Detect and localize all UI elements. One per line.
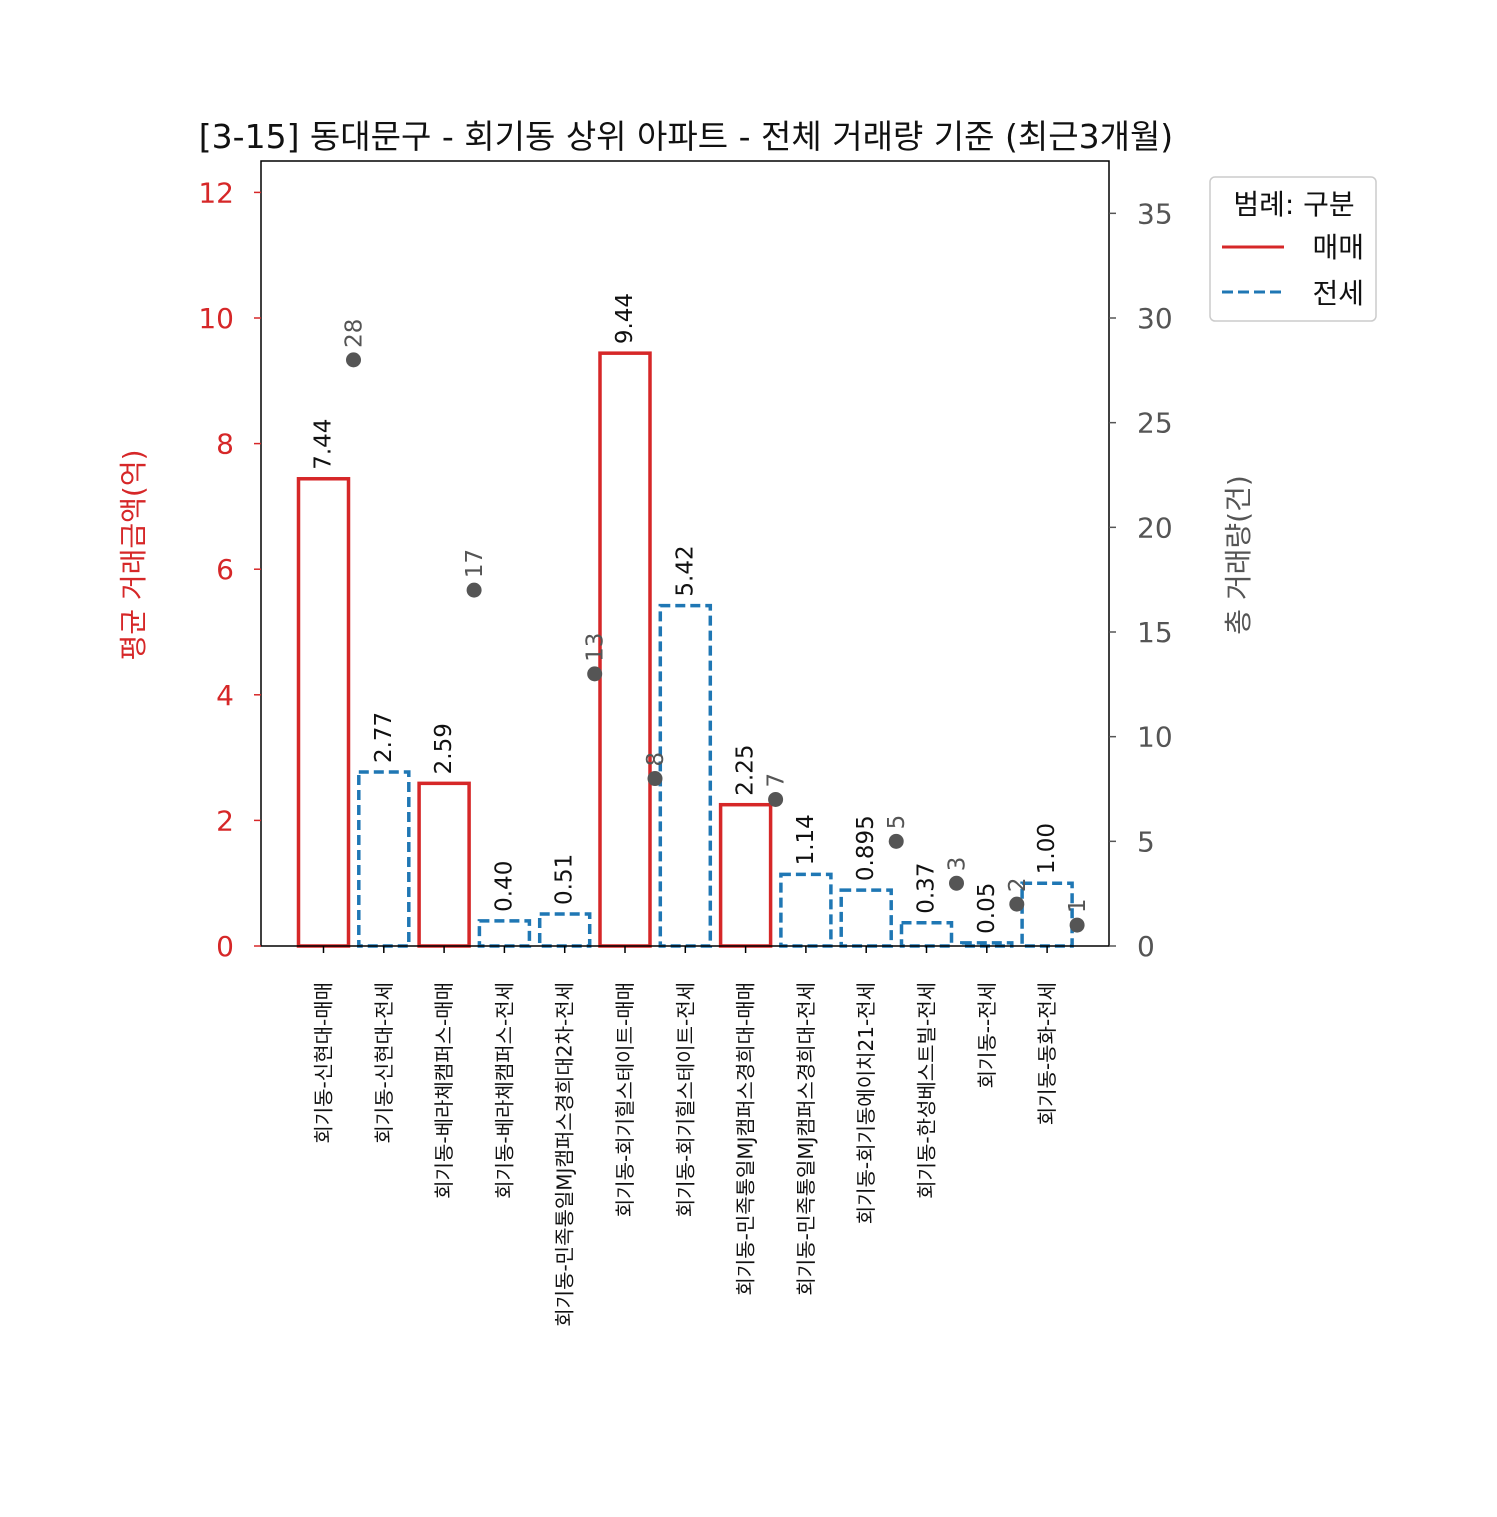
y2-axis-label: 총 거래량(건) (1222, 475, 1255, 635)
bar-value-label: 1.00 (1034, 823, 1060, 874)
bar (296, 477, 351, 948)
bar (779, 872, 833, 948)
y2-tick-label: 35 (1137, 197, 1173, 230)
y2-tick-label: 5 (1137, 825, 1155, 858)
bar-value-label: 0.51 (552, 854, 578, 905)
y2-tick-label: 0 (1137, 930, 1155, 963)
count-point (949, 875, 964, 891)
count-value-label: 3 (945, 857, 971, 872)
x-tick-label: 회기동-한성베스트빌-전세 (915, 982, 939, 1199)
bar-value-label: 0.895 (853, 815, 879, 881)
x-tick-label: 회기동-동화-전세 (1035, 982, 1059, 1125)
bar-value-label: 0.37 (914, 863, 940, 914)
count-value-label: 5 (884, 815, 910, 830)
y-tick-label: 0 (216, 930, 234, 963)
x-tick-label: 회기동-신현대-전세 (372, 982, 396, 1144)
count-value-label: 7 (764, 773, 790, 788)
bar-value-label: 5.42 (672, 545, 698, 596)
count-point (1009, 896, 1025, 912)
count-point (346, 352, 361, 368)
bar (839, 888, 893, 948)
y-tick-label: 2 (216, 804, 234, 837)
y2-tick-label: 20 (1137, 511, 1173, 544)
y2-tick-label: 25 (1137, 407, 1173, 440)
count-point (888, 833, 904, 849)
bar-value-label: 0.05 (974, 883, 1000, 934)
x-tick-label: 회기동-회기동에이치21-전세 (854, 982, 878, 1224)
y-tick-label: 12 (198, 176, 234, 209)
x-tick-label: 회기동--전세 (975, 982, 999, 1088)
bar-value-label: 2.59 (431, 723, 457, 774)
x-tick-label: 회기동-민족통일MJ캠퍼스경희대-전세 (794, 982, 818, 1296)
bar (477, 919, 532, 948)
count-point (466, 582, 482, 598)
y-tick-label: 6 (216, 553, 234, 586)
count-point (587, 666, 603, 682)
chart-title: [3-15] 동대문구 - 회기동 상위 아파트 - 전체 거래량 기준 (최근… (199, 117, 1173, 156)
bar-value-label: 7.44 (311, 419, 337, 470)
legend-title: 범례: 구분 (1233, 188, 1354, 221)
bar (658, 603, 713, 948)
count-point (647, 771, 663, 787)
y2-tick-label: 15 (1137, 616, 1173, 649)
count-point (768, 791, 784, 807)
count-value-label: 2 (1005, 877, 1031, 892)
x-tick-label: 회기동-회기힐스테이트-전세 (673, 982, 697, 1217)
legend-frame (1209, 176, 1377, 322)
y2-tick-label: 30 (1137, 302, 1173, 335)
count-value-label: 1 (1065, 898, 1091, 913)
y-tick-label: 4 (216, 679, 234, 712)
x-tick-label: 회기동-신현대-매매 (312, 982, 336, 1144)
count-value-label: 28 (342, 319, 368, 348)
bar (899, 921, 954, 948)
bar-value-label: 2.25 (733, 744, 759, 795)
y-tick-label: 10 (198, 302, 234, 335)
legend: 범례: 구분 매매 전세 (1209, 176, 1377, 322)
y2-tick-label: 10 (1137, 721, 1173, 754)
y-axis-label: 평균 거래금액(억) (117, 449, 150, 660)
x-tick-label: 회기동-베라체캠퍼스-매매 (432, 982, 456, 1199)
legend-label-매매: 매매 (1312, 231, 1364, 264)
bar (718, 802, 773, 948)
y-tick-label: 8 (216, 428, 234, 461)
bar (537, 912, 592, 948)
x-tick-label: 회기동-회기힐스테이트-매매 (613, 982, 637, 1217)
count-value-label: 8 (643, 752, 669, 767)
count-value-label: 17 (462, 549, 488, 578)
bar-value-label: 0.40 (491, 861, 517, 912)
x-tick-label: 회기동-민족통일MJ캠퍼스경희대2차-전세 (553, 982, 577, 1327)
bar-value-label: 2.77 (371, 712, 397, 763)
bar-value-label: 9.44 (612, 293, 638, 344)
bar (1020, 881, 1074, 948)
bar (357, 770, 411, 948)
bar (417, 781, 471, 948)
count-point (1069, 917, 1085, 933)
x-tick-label: 회기동-민족통일MJ캠퍼스경희대-매매 (734, 982, 758, 1296)
x-tick-label: 회기동-베라체캠퍼스-전세 (492, 982, 516, 1199)
plot-area: 7.44 2.77 2.59 0.40 0.51 9.44 5.42 2.25 1.14 0.89… (198, 160, 1173, 1327)
count-value-label: 13 (583, 633, 609, 662)
bar-value-label: 1.14 (793, 814, 819, 865)
legend-label-전세: 전세 (1312, 277, 1364, 310)
